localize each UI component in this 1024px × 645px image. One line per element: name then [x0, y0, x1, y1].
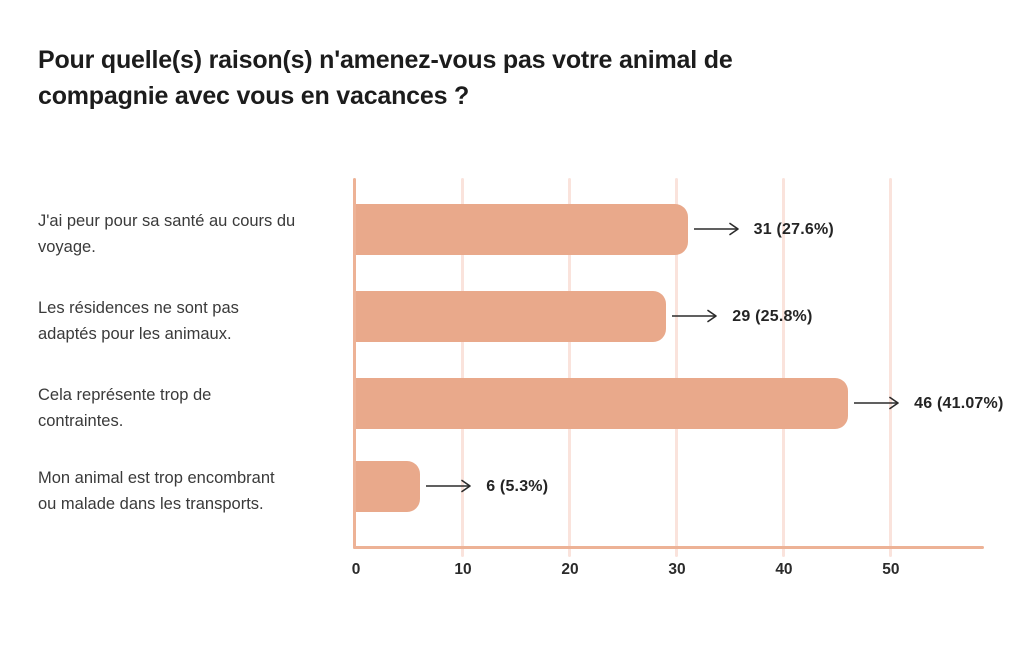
bar	[356, 460, 421, 512]
category-label-line: contraintes.	[38, 412, 124, 430]
category-label: Les résidences ne sont pas adaptés pour l…	[38, 295, 343, 347]
arrow-right-icon	[426, 479, 476, 498]
category-label-line: adaptés pour les animaux.	[38, 325, 232, 343]
y-axis-line	[353, 178, 356, 549]
gridline	[889, 178, 893, 557]
x-tick-label: 50	[882, 561, 900, 578]
value-label: 6 (5.3%)	[486, 478, 549, 495]
category-label: Mon animal est trop encombrant ou malade …	[38, 465, 343, 517]
gridline	[675, 178, 679, 557]
arrow-right-icon	[854, 396, 904, 415]
value-label: 46 (41.07%)	[914, 395, 1004, 412]
arrow-right-icon	[693, 222, 744, 241]
gridline	[568, 178, 572, 557]
bar	[356, 290, 667, 342]
category-label-line: J'ai peur pour sa santé au cours du	[38, 212, 296, 230]
x-tick-label: 40	[775, 561, 793, 578]
category-label-line: Cela représente trop de	[38, 386, 212, 404]
x-tick-label: 10	[454, 561, 472, 578]
x-tick-label: 0	[351, 561, 361, 578]
gridline	[782, 178, 786, 557]
category-label-line: voyage.	[38, 238, 96, 256]
category-label: J'ai peur pour sa santé au cours du voyag…	[38, 208, 343, 260]
category-label: Cela représente trop de contraintes.	[38, 382, 343, 434]
bar	[356, 377, 849, 429]
category-label-line: Mon animal est trop encombrant	[38, 469, 275, 487]
x-tick-label: 30	[668, 561, 686, 578]
arrow-right-icon	[672, 309, 722, 328]
x-tick-label: 20	[561, 561, 579, 578]
category-label-line: ou malade dans les transports.	[38, 495, 264, 513]
value-label: 29 (25.8%)	[732, 308, 813, 325]
category-label-line: Les résidences ne sont pas	[38, 299, 239, 317]
x-axis-line	[353, 546, 984, 549]
bar	[356, 203, 688, 255]
gridline	[461, 178, 465, 557]
value-label: 31 (27.6%)	[753, 221, 834, 238]
chart-title: Pour quelle(s) raison(s) n'amenez-vous p…	[38, 46, 733, 110]
